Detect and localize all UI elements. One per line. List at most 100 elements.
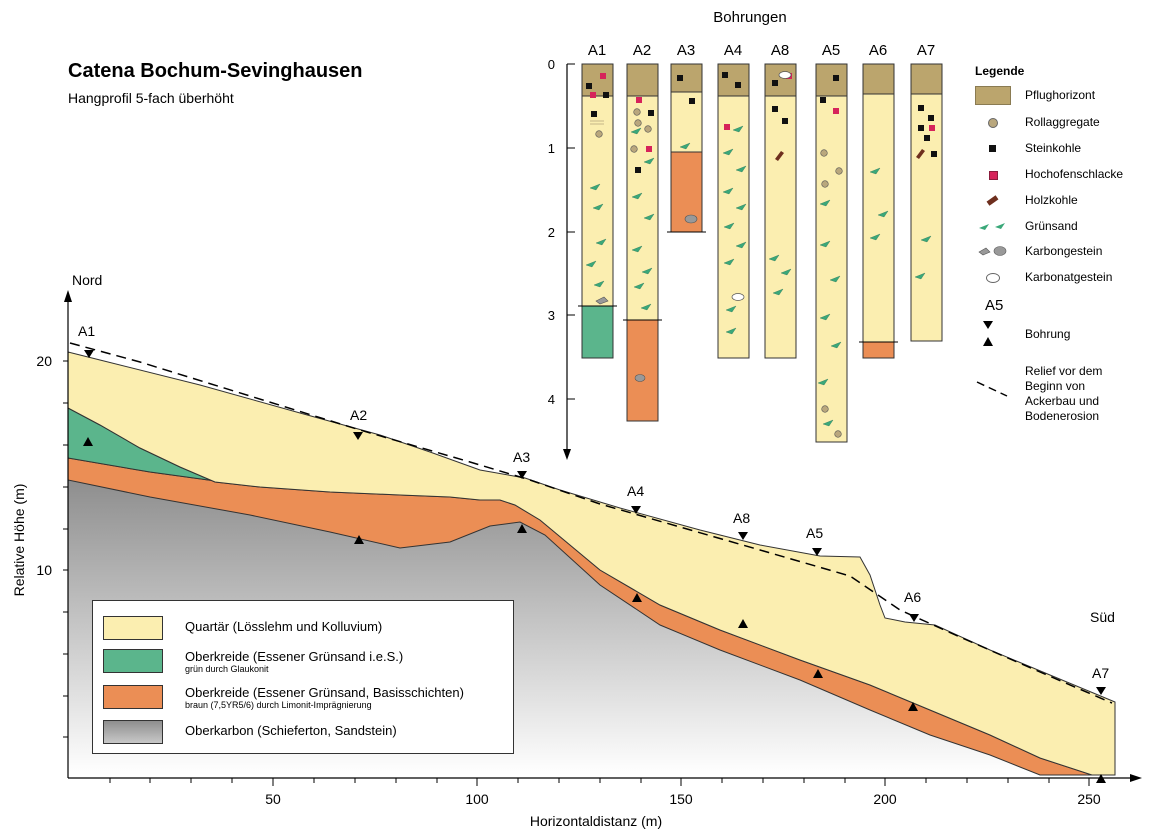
column-labels: A1 A2 A3 A4 A8 A5 A6 A7 bbox=[588, 42, 935, 59]
units-legend-label: Oberkreide (Essener Grünsand i.e.S.) grü… bbox=[185, 649, 403, 674]
profile-borehole-A4: A4 bbox=[627, 483, 644, 499]
column-label-A3: A3 bbox=[677, 42, 695, 59]
x-tick-150: 150 bbox=[669, 791, 693, 807]
depth-axis: 0 1 2 3 4 bbox=[548, 57, 575, 460]
column-A7 bbox=[910, 63, 943, 342]
units-legend-label: Quartär (Lösslehm und Kolluvium) bbox=[185, 616, 382, 634]
north-label: Nord bbox=[72, 272, 102, 288]
basisschichten-swatch bbox=[103, 685, 163, 709]
rollaggregate-symbols bbox=[595, 108, 843, 438]
quartaer-swatch bbox=[103, 616, 163, 640]
profile-borehole-A6: A6 bbox=[904, 589, 921, 605]
x-tick-100: 100 bbox=[465, 791, 489, 807]
relief-line-icon bbox=[975, 378, 1011, 400]
legend-borehole-symbol: A5 bbox=[985, 297, 1004, 314]
south-label: Süd bbox=[1090, 609, 1115, 625]
relief-line bbox=[69, 342, 1113, 704]
legend-item-gruensand: Grünsand bbox=[975, 217, 1078, 235]
bohrung-icon bbox=[975, 319, 1011, 349]
x-axis-arrow bbox=[1130, 774, 1142, 782]
profile-borehole-A7: A7 bbox=[1092, 665, 1109, 681]
y-axis-label: Relative Höhe (m) bbox=[11, 484, 27, 597]
legend-label: Karbonatgestein bbox=[1025, 270, 1113, 284]
profile-borehole-A5: A5 bbox=[806, 525, 823, 541]
column-A1 bbox=[578, 63, 617, 359]
legend-item-steinkohle: Steinkohle bbox=[975, 139, 1081, 157]
x-axis-label: Horizontaldistanz (m) bbox=[530, 813, 662, 829]
x-tick-250: 250 bbox=[1077, 791, 1101, 807]
holzkohle-icon bbox=[975, 191, 1011, 209]
units-legend-label: Oberkarbon (Schieferton, Sandstein) bbox=[185, 720, 397, 738]
units-legend-basisschichten: Oberkreide (Essener Grünsand, Basisschic… bbox=[103, 685, 464, 710]
legend-item-karbongestein: Karbongestein bbox=[975, 242, 1102, 260]
borehole-marker bbox=[738, 532, 748, 540]
legend-label: Pflughorizont bbox=[1025, 88, 1096, 102]
units-legend: Quartär (Lösslehm und Kolluvium) Oberkre… bbox=[92, 600, 514, 754]
units-legend-gruensand: Oberkreide (Essener Grünsand i.e.S.) grü… bbox=[103, 649, 403, 674]
column-A5 bbox=[815, 63, 848, 443]
depth-tick-3: 3 bbox=[548, 308, 555, 323]
units-legend-label: Oberkreide (Essener Grünsand, Basisschic… bbox=[185, 685, 464, 710]
units-legend-main: Oberkarbon (Schieferton, Sandstein) bbox=[185, 723, 397, 738]
x-ticks bbox=[109, 778, 1090, 786]
gruensand-symbols bbox=[585, 125, 932, 427]
columns-title: Bohrungen bbox=[713, 9, 786, 26]
x-tick-50: 50 bbox=[265, 791, 281, 807]
column-label-A8: A8 bbox=[771, 42, 789, 59]
units-legend-main: Oberkreide (Essener Grünsand i.e.S.) bbox=[185, 649, 404, 664]
relief-label-line: Relief vor dem bbox=[1025, 364, 1103, 378]
units-legend-main: Quartär (Lösslehm und Kolluvium) bbox=[185, 619, 383, 634]
column-A2 bbox=[623, 63, 662, 422]
column-label-A4: A4 bbox=[724, 42, 742, 59]
legend-item-holzkohle: Holzkohle bbox=[975, 191, 1078, 209]
column-A8 bbox=[764, 63, 797, 359]
column-A3 bbox=[667, 63, 706, 233]
borehole-marker bbox=[517, 471, 527, 479]
legend-relief-label: Relief vor dem Beginn von Ackerbau und B… bbox=[1025, 364, 1102, 424]
karbonatgestein-symbols bbox=[731, 71, 792, 301]
column-label-A1: A1 bbox=[588, 42, 606, 59]
steinkohle-symbols bbox=[586, 72, 937, 173]
units-legend-sub: braun (7,5YR5/6) durch Limonit-Imprägnie… bbox=[185, 700, 372, 710]
profile-borehole-A2: A2 bbox=[350, 407, 367, 423]
borehole-marker bbox=[812, 548, 822, 556]
quartaer-layer bbox=[67, 351, 1116, 776]
profile-borehole-A3: A3 bbox=[513, 449, 530, 465]
holzkohle-symbols bbox=[775, 149, 925, 161]
borehole-marker bbox=[1096, 687, 1106, 695]
borehole-bottom-markers bbox=[83, 437, 1106, 783]
legend-label: Steinkohle bbox=[1025, 141, 1082, 155]
borehole-marker bbox=[353, 432, 363, 440]
column-label-A6: A6 bbox=[869, 42, 887, 59]
column-A4 bbox=[717, 63, 750, 359]
hochofenschlacke-icon bbox=[975, 165, 1011, 183]
karbongestein-icon bbox=[975, 242, 1011, 260]
axes bbox=[67, 300, 1135, 779]
karbonatgestein-icon bbox=[975, 268, 1011, 286]
karbongestein-symbols bbox=[595, 214, 698, 382]
legend-item-karbonatgestein: Karbonatgestein bbox=[975, 268, 1112, 286]
borehole-marker bbox=[84, 350, 94, 358]
legend-item-pflughorizont: Pflughorizont bbox=[975, 86, 1096, 105]
legend-label: Grünsand bbox=[1025, 219, 1078, 233]
legend-heading: Legende bbox=[975, 64, 1025, 78]
column-label-A2: A2 bbox=[633, 42, 651, 59]
units-legend-quartaer: Quartär (Lösslehm und Kolluvium) bbox=[103, 616, 382, 640]
x-tick-200: 200 bbox=[873, 791, 897, 807]
column-label-A7: A7 bbox=[917, 42, 935, 59]
legend-item-rollaggregate: Rollaggregate bbox=[975, 113, 1100, 131]
column-label-A5: A5 bbox=[822, 42, 840, 59]
rollaggregate-icon bbox=[975, 113, 1011, 131]
legend-item-hochofenschlacke: Hochofenschlacke bbox=[975, 165, 1123, 183]
y-ticks bbox=[63, 360, 68, 738]
diagram-title: Catena Bochum-Sevinghausen bbox=[68, 60, 363, 82]
depth-tick-2: 2 bbox=[548, 225, 555, 240]
gruensand-swatch bbox=[103, 649, 163, 673]
depth-tick-4: 4 bbox=[548, 392, 555, 407]
units-legend-oberkarbon: Oberkarbon (Schieferton, Sandstein) bbox=[103, 720, 397, 744]
borehole-marker bbox=[631, 506, 641, 514]
oberkarbon-swatch bbox=[103, 720, 163, 744]
column-A6 bbox=[859, 63, 898, 359]
legend-borehole-label: Bohrung bbox=[1025, 327, 1071, 341]
